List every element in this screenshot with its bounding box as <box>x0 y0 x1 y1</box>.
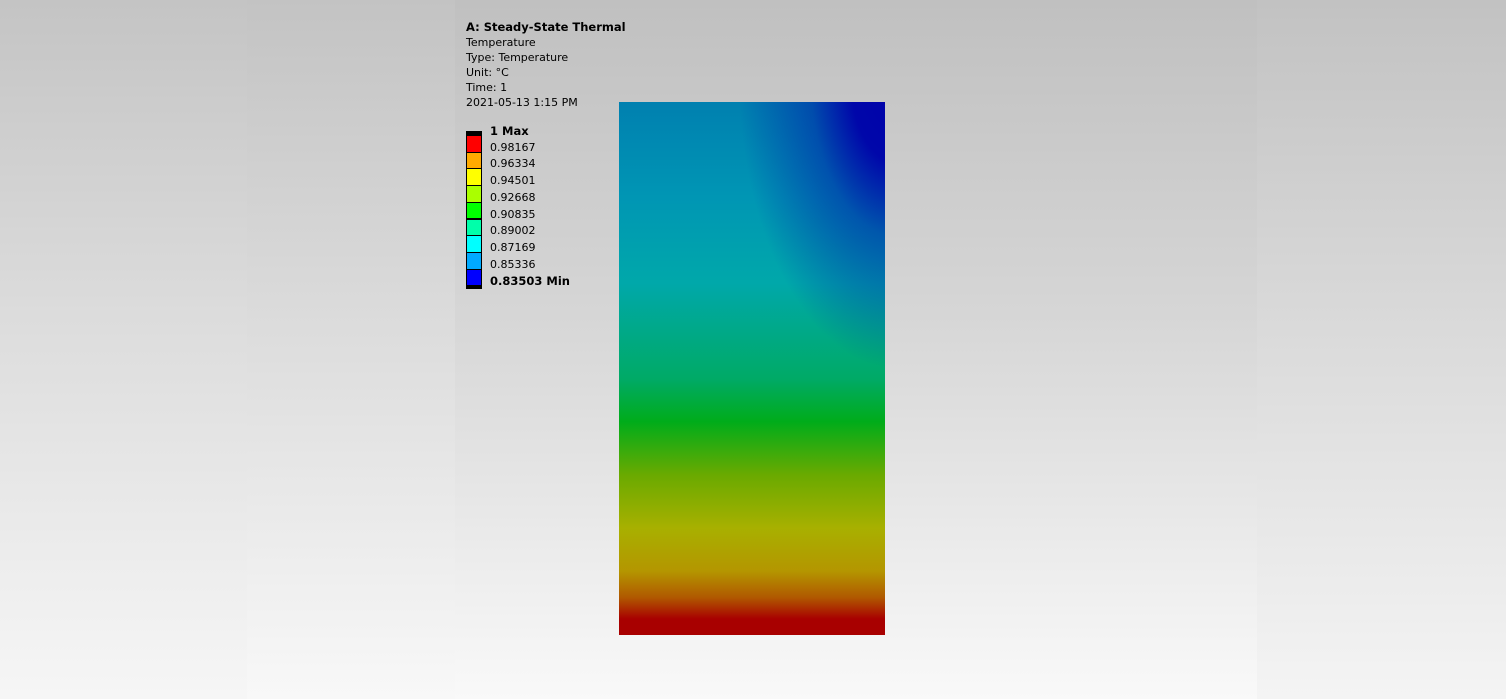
result-date: 2021-05-13 1:15 PM <box>466 96 578 109</box>
legend-swatch <box>467 251 481 269</box>
legend-swatch <box>467 151 481 169</box>
legend-swatch <box>467 268 481 286</box>
legend-level-label: 0.87169 <box>490 240 536 254</box>
legend-level-label: 0.89002 <box>490 224 536 238</box>
legend-swatch <box>467 201 481 219</box>
legend-min-label: 0.83503 Min <box>490 274 570 289</box>
result-header: A: Steady-State Thermal Temperature Type… <box>466 20 626 110</box>
result-type: Type: Temperature <box>466 51 569 64</box>
legend-level-label: 0.85336 <box>490 257 536 271</box>
result-unit: Unit: °C <box>466 66 509 79</box>
contour-cold-region <box>619 102 885 635</box>
legend-level-label: 0.94501 <box>490 174 536 188</box>
legend-swatch <box>467 185 481 202</box>
legend-level-label: 0.90835 <box>490 207 536 221</box>
model-contour-plot[interactable] <box>619 102 885 635</box>
legend-swatch <box>467 235 481 252</box>
legend-swatch <box>467 135 481 152</box>
legend-level-label: 0.96334 <box>490 157 536 171</box>
viewport-background-right <box>1257 0 1506 699</box>
analysis-title: A: Steady-State Thermal <box>466 20 626 34</box>
legend-swatch <box>467 168 481 186</box>
contour-overlay <box>619 102 885 635</box>
viewport-background-mid-left <box>247 0 455 699</box>
legend-max-label: 1 Max <box>490 124 529 138</box>
legend-level-label: 0.92668 <box>490 190 536 204</box>
legend-level-label: 0.98167 <box>490 140 536 154</box>
result-time: Time: 1 <box>466 81 508 94</box>
legend-swatch <box>467 218 481 236</box>
viewport-background-left <box>0 0 247 699</box>
result-name: Temperature <box>466 36 536 49</box>
